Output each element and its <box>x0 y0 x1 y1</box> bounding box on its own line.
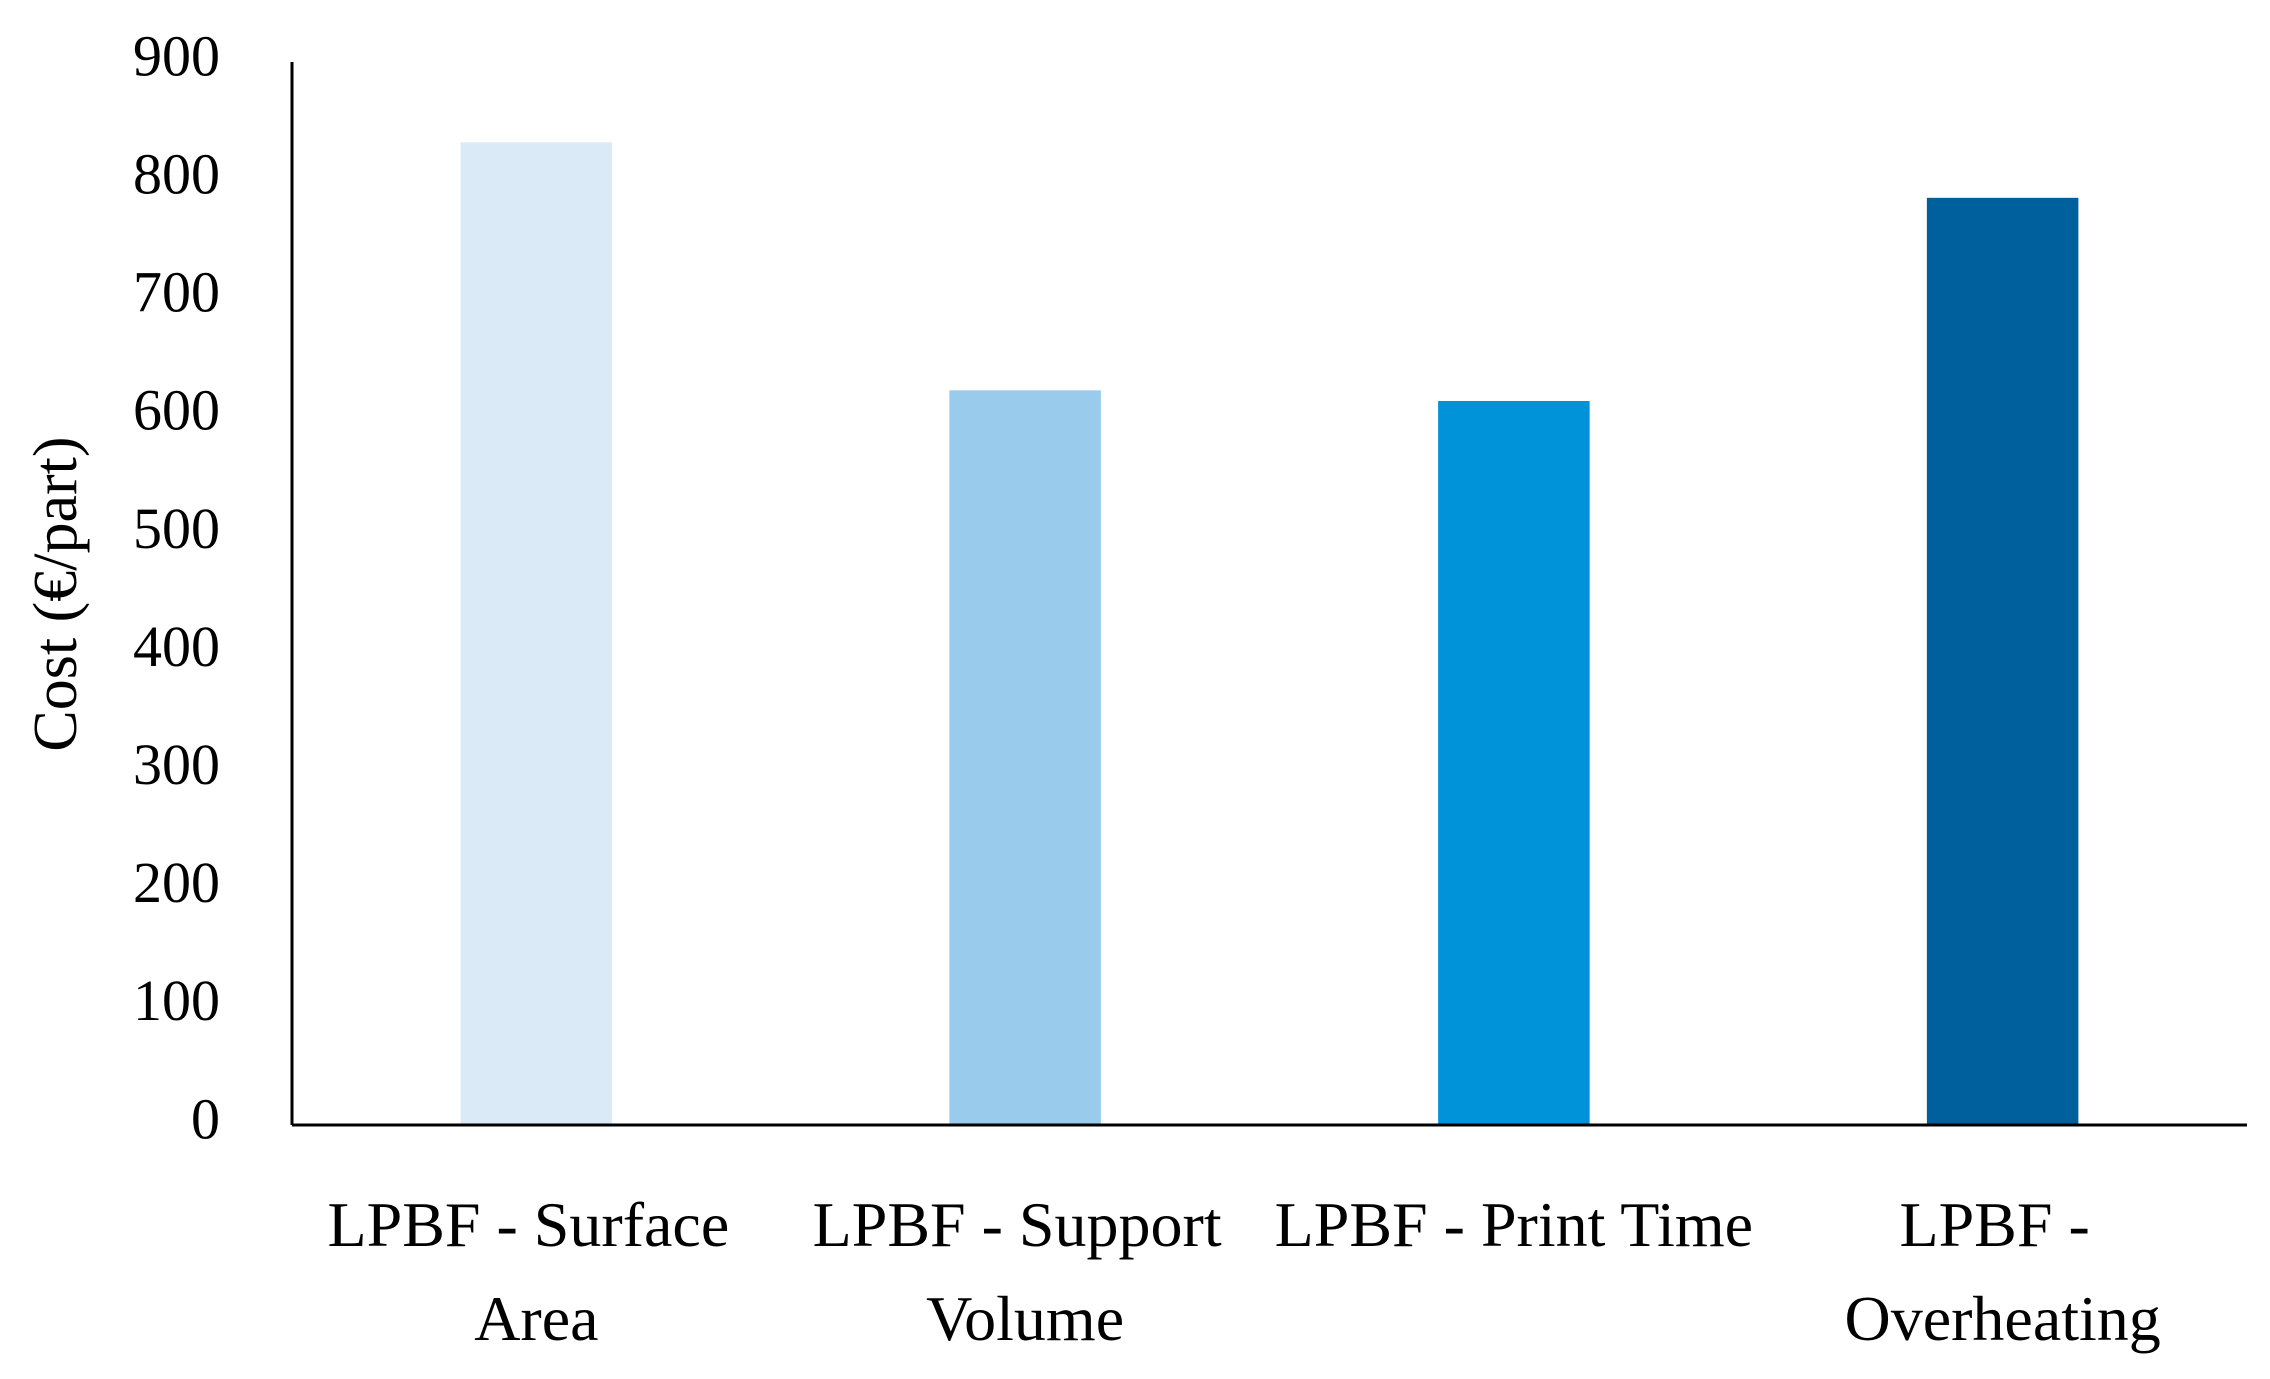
bar <box>460 142 613 1125</box>
y-tick-label: 800 <box>133 141 220 206</box>
y-tick-label: 300 <box>133 732 220 797</box>
bar <box>1438 400 1590 1125</box>
y-tick-label: 700 <box>133 260 220 325</box>
x-tick-label: LPBF - Print Time <box>1275 1189 1753 1260</box>
y-tick-label: 500 <box>133 496 220 561</box>
y-tick-label: 600 <box>133 378 220 443</box>
y-tick-label: 200 <box>133 850 220 915</box>
bar <box>949 390 1101 1125</box>
x-tick-label: LPBF - Support Volume <box>813 1189 1238 1354</box>
y-tick-label: 900 <box>133 23 220 88</box>
bar <box>1926 197 2079 1126</box>
x-tick-label: LPBF - Surface Area <box>328 1189 746 1354</box>
y-tick-label: 100 <box>133 968 220 1033</box>
y-tick-label: 0 <box>191 1086 220 1151</box>
y-tick-label: 400 <box>133 614 220 679</box>
x-tick-label: LPBF - Overheating <box>1844 1189 2160 1354</box>
y-axis-label: Cost (€/part) <box>22 436 90 751</box>
